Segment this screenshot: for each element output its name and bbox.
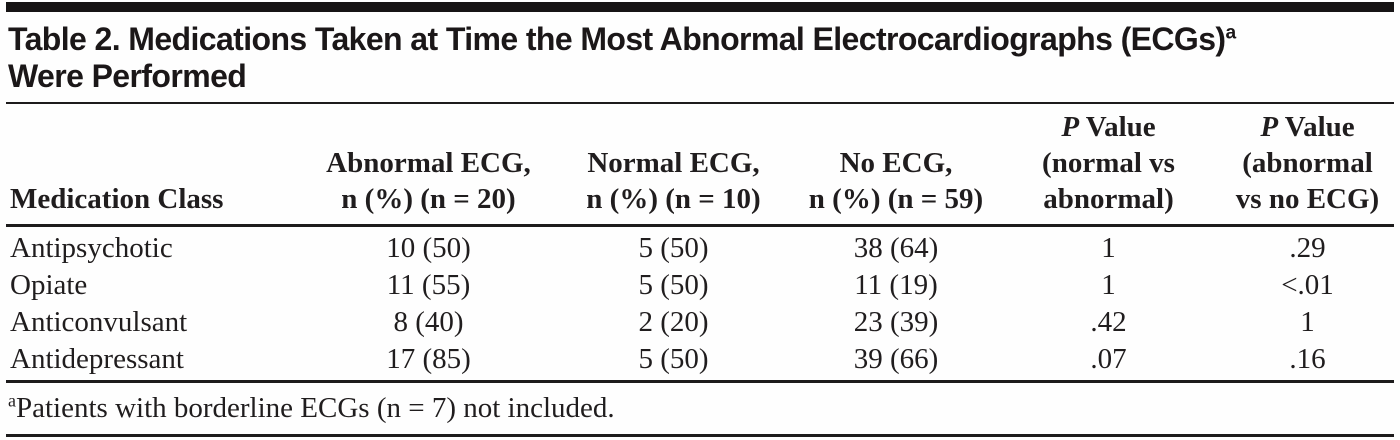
p-normal-vs-abnormal-cell: .07 [996,341,1221,383]
table-row: Antipsychotic 10 (50) 5 (50) 38 (64) 1 .… [6,226,1394,268]
title-footnote-marker: a [1225,22,1236,44]
col-header-abnormal-ecg: Abnormal ECG, n (%) (n = 20) [306,104,551,227]
normal-ecg-cell: 5 (50) [638,269,709,301]
abnormal-ecg-cell: 17 (85) [306,341,551,383]
medication-class-cell: Anticonvulsant [10,306,188,338]
p-abnormal-vs-no-ecg-cell: .16 [1221,341,1394,383]
p-abnormal-vs-no-ecg-cell: 1 [1300,306,1315,338]
table-body: Antipsychotic 10 (50) 5 (50) 38 (64) 1 .… [6,226,1394,383]
rule-under-title [6,102,1394,104]
header-row: Medication Class Abnormal ECG, n (%) (n … [6,104,1394,227]
table-title-line2: Were Performed [8,58,247,94]
table-footnote: aPatients with borderline ECGs (n = 7) n… [6,383,1394,437]
top-rule-bar [6,2,1394,12]
col-header-normal-ecg: Normal ECG, n (%) (n = 10) [551,104,796,227]
col-header-p-value-normal-vs-abnormal: P Value (normal vs abnormal) [996,104,1221,227]
table-title-line1: Table 2. Medications Taken at Time the M… [8,21,1394,58]
col-header-p-value-abnormal-vs-no-ecg: P Value (abnormal vs no ECG) [1221,104,1394,227]
p-normal-vs-abnormal-cell: .42 [1090,306,1127,338]
medication-class-cell: Antipsychotic [10,232,173,264]
footnote-marker: a [8,390,16,411]
no-ecg-cell: 11 (19) [854,269,938,301]
abnormal-ecg-cell: 11 (55) [386,269,471,301]
normal-ecg-cell: 5 (50) [551,341,796,383]
p-abnormal-vs-no-ecg-cell: <.01 [1281,269,1334,301]
normal-ecg-cell: 5 (50) [638,232,709,264]
col-header-no-ecg: No ECG, n (%) (n = 59) [796,104,996,227]
abnormal-ecg-cell: 8 (40) [393,306,464,338]
no-ecg-cell: 38 (64) [853,232,939,264]
medications-table: Medication Class Abnormal ECG, n (%) (n … [6,104,1394,383]
abnormal-ecg-cell: 10 (50) [386,232,471,264]
p-normal-vs-abnormal-cell: 1 [1101,232,1116,264]
medication-class-cell: Opiate [10,269,88,301]
table-header: Medication Class Abnormal ECG, n (%) (n … [6,104,1394,227]
col-header-medication-class: Medication Class [6,104,306,227]
table-row: Opiate 11 (55) 5 (50) 11 (19) 1 <.01 [6,267,1394,304]
p-normal-vs-abnormal-cell: 1 [1101,269,1116,301]
table-row: Antidepressant 17 (85) 5 (50) 39 (66) .0… [6,341,1394,383]
table-title: Table 2. Medications Taken at Time the M… [8,21,1394,95]
table-title-text: Table 2. Medications Taken at Time the M… [8,21,1226,57]
footnote-text: Patients with borderline ECGs (n = 7) no… [15,392,615,424]
table-row: Anticonvulsant 8 (40) 2 (20) 23 (39) .42… [6,304,1394,341]
medication-class-cell: Antidepressant [6,341,306,383]
no-ecg-cell: 39 (66) [796,341,996,383]
no-ecg-cell: 23 (39) [853,306,939,338]
normal-ecg-cell: 2 (20) [638,306,709,338]
p-abnormal-vs-no-ecg-cell: .29 [1289,232,1326,264]
